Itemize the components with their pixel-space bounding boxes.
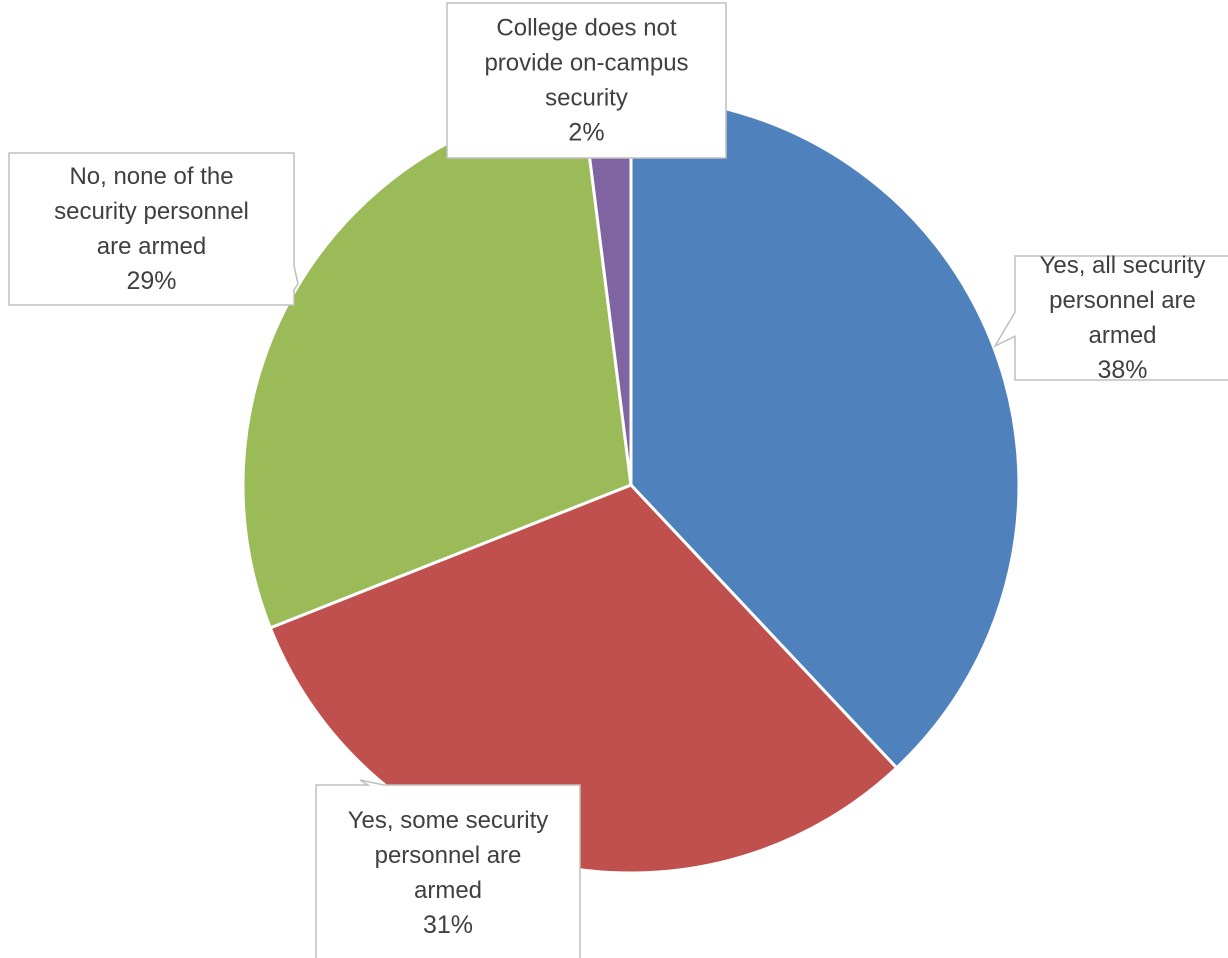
callout-all-armed: Yes, all security personnel are armed 38% — [993, 252, 1228, 384]
data-label-category: personnel are — [375, 842, 522, 869]
callout-box — [8, 152, 299, 306]
data-label-category: armed — [414, 877, 482, 904]
data-label-category: Yes, all security — [1040, 252, 1206, 279]
data-label-category: No, none of the — [69, 163, 233, 190]
data-label-percent: 38% — [1097, 356, 1147, 384]
data-label-percent: 2% — [568, 119, 604, 147]
data-label-percent: 29% — [126, 267, 176, 295]
data-label-category: are armed — [97, 233, 206, 260]
data-label-category: Yes, some security — [348, 807, 549, 834]
data-label-category: security personnel — [54, 198, 249, 225]
pie-slice-all-armed — [629, 95, 1021, 770]
pie-slices — [241, 95, 1021, 875]
data-label-category: personnel are — [1049, 287, 1196, 314]
callout-box — [315, 779, 581, 958]
data-label-percent: 31% — [423, 911, 473, 939]
callout-some-armed: Yes, some security personnel are armed 31% — [315, 779, 581, 958]
callout-no-security: College does not provide on-campus securit… — [446, 2, 727, 159]
callout-box — [993, 255, 1228, 381]
callout-box — [446, 2, 727, 159]
callout-none-armed: No, none of the security personnel are arm… — [8, 152, 299, 306]
data-label-category: provide on-campus — [484, 50, 688, 77]
data-label-category: armed — [1088, 322, 1156, 349]
data-label-category: security — [545, 85, 628, 112]
data-label-category: College does not — [496, 15, 676, 42]
